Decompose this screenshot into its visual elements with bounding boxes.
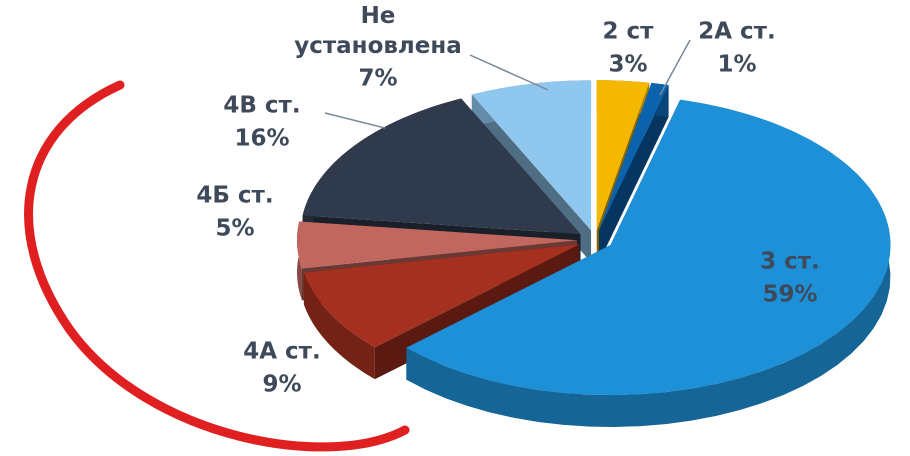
slice [598, 82, 669, 231]
slice-label: 2А ст. [698, 19, 776, 45]
slice-wall [598, 85, 669, 263]
slice-label: 4А ст. [243, 339, 321, 365]
pie [297, 80, 891, 428]
slice-label: Не установлена [294, 3, 462, 59]
slice-value: 5% [215, 216, 254, 242]
slice-label: 4Б ст. [196, 183, 273, 209]
slice [471, 80, 592, 231]
slice [406, 99, 891, 396]
slice-value: 9% [262, 372, 301, 398]
leader-line [324, 112, 386, 129]
slice-value: 59% [762, 282, 817, 308]
slice-value: 3% [608, 52, 647, 78]
slice-side [303, 272, 375, 380]
decor-arc [24, 80, 410, 452]
slice-label: 3 ст. [760, 249, 820, 275]
slice [596, 80, 650, 231]
slice-label: 4В ст. [223, 93, 300, 119]
leader-line [469, 54, 549, 91]
slice [302, 98, 581, 235]
slice [303, 244, 579, 348]
slice-value: 1% [717, 52, 756, 78]
labels: 2 ст 3% 2А ст. 1% 3 ст. 59% 4А ст. 9% 4Б ст. 5% 4В… [196, 3, 819, 398]
slice-label: 2 ст [603, 19, 655, 45]
leader-line [659, 39, 691, 96]
slice-value: 7% [358, 66, 397, 92]
slice [297, 221, 578, 269]
slice-side [406, 99, 891, 428]
slice-value: 16% [234, 126, 289, 152]
